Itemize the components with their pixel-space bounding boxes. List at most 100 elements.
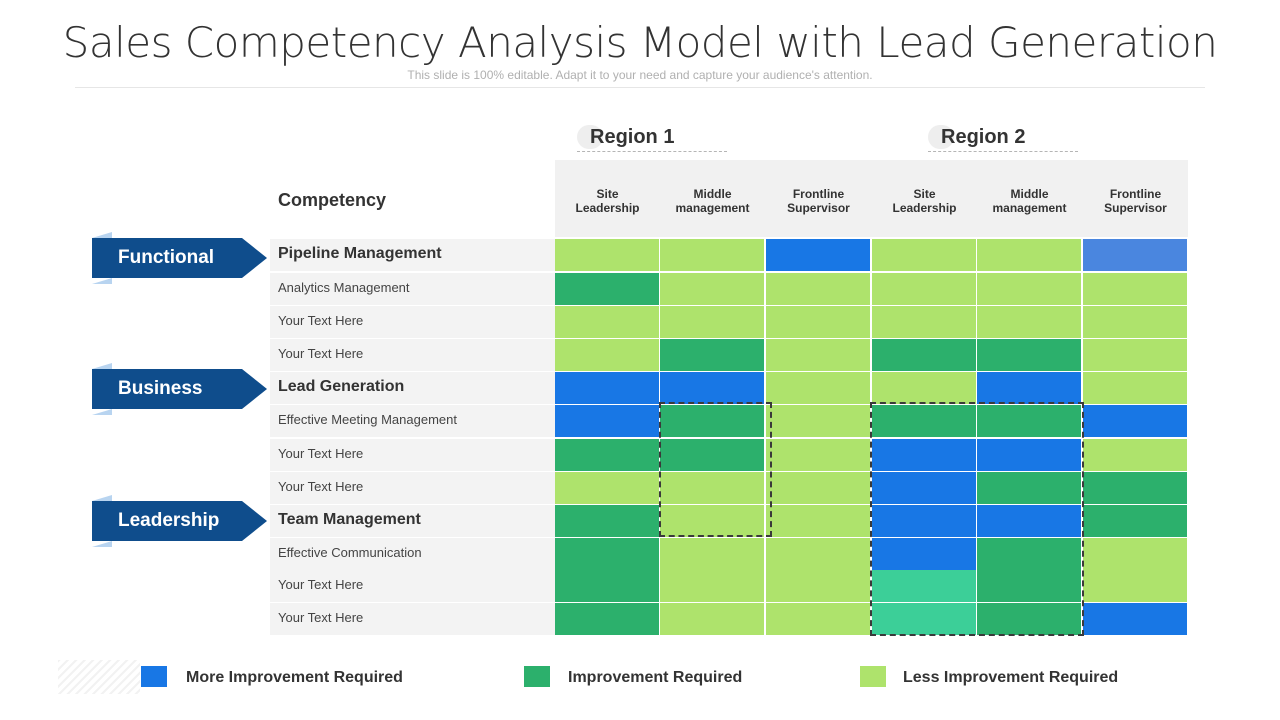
legend-label: Improvement Required [568, 669, 743, 686]
column-header-line1: Site [913, 187, 936, 201]
matrix-cell [660, 538, 764, 570]
matrix-cell [872, 306, 976, 338]
matrix-cell [977, 239, 1081, 271]
matrix-cell [872, 339, 976, 371]
matrix-cell [660, 570, 764, 602]
matrix-cell [766, 505, 870, 537]
page-subtitle: This slide is 100% editable. Adapt it to… [407, 68, 873, 82]
category-fold-bottom [92, 409, 112, 415]
category-arrow-shape [92, 238, 267, 278]
competency-row-label: Pipeline Management [270, 239, 555, 271]
matrix-cell [555, 472, 659, 504]
matrix-cell [977, 439, 1081, 471]
competency-header: Competency [278, 190, 387, 210]
competency-row-label: Your Text Here [270, 339, 555, 371]
legend-swatch [524, 666, 550, 687]
competency-label-text: Your Text Here [278, 479, 364, 494]
region-pill-shape [928, 125, 954, 149]
competency-row-label: Lead Generation [270, 372, 555, 404]
competency-label-text: Your Text Here [278, 610, 364, 625]
matrix-cell [872, 538, 976, 570]
legend-swatch [860, 666, 886, 687]
column-header-line2: Supervisor [1104, 201, 1167, 215]
matrix-cell [1083, 570, 1187, 602]
page-title: Sales Competency Analysis Model with Lea… [62, 18, 1218, 67]
matrix-cell [1083, 405, 1187, 437]
matrix-cell [555, 570, 659, 602]
column-header-line1: Frontline [1109, 187, 1162, 201]
column-header-line1: Middle [1010, 187, 1049, 201]
matrix-cell [1083, 239, 1187, 271]
matrix-cell [1083, 505, 1187, 537]
matrix-cell [1083, 472, 1187, 504]
matrix-cell [555, 439, 659, 471]
region-pill-shape [577, 125, 603, 149]
matrix-cell [977, 505, 1081, 537]
matrix-cell [977, 372, 1081, 404]
column-header-6: Frontline Supervisor [1083, 187, 1188, 215]
matrix-cell [1083, 372, 1187, 404]
region-2-underline [928, 151, 1078, 152]
column-header-line2: Leadership [892, 201, 957, 215]
matrix-cell [555, 273, 659, 305]
matrix-cell [555, 306, 659, 338]
column-header-5: Middle management [977, 187, 1082, 215]
matrix-cell [977, 405, 1081, 437]
legend-label: Less Improvement Required [903, 669, 1119, 686]
competency-row-label: Your Text Here [270, 603, 555, 635]
column-header-band [555, 160, 1188, 237]
category-label: Business [118, 378, 203, 399]
legend-label: More Improvement Required [186, 669, 403, 686]
region-2-header: Region 2 [928, 124, 1078, 152]
legend-swatch [141, 666, 167, 687]
competency-row-label: Team Management [270, 505, 555, 537]
column-header-3: Frontline Supervisor [766, 187, 871, 215]
matrix-cell [872, 603, 976, 635]
competency-row-label: Your Text Here [270, 439, 555, 471]
matrix-cell [766, 405, 870, 437]
matrix-cell [1083, 273, 1187, 305]
matrix-cell [872, 372, 976, 404]
matrix-cell [977, 603, 1081, 635]
competency-row-label: Effective Meeting Management [270, 405, 555, 437]
competency-label-text: Effective Meeting Management [278, 412, 457, 427]
matrix-cell [766, 570, 870, 602]
matrix-cell [766, 273, 870, 305]
competency-row-label: Effective Communication [270, 538, 555, 570]
category-fold-top [92, 495, 112, 501]
matrix-cell [1083, 439, 1187, 471]
column-header-2: Middle management [660, 187, 765, 215]
category-arrow-shape [92, 501, 267, 541]
column-header-line2: Supervisor [787, 201, 850, 215]
matrix-cell [872, 472, 976, 504]
matrix-cell [766, 538, 870, 570]
competency-label-text: Lead Generation [278, 378, 405, 395]
matrix-cell [766, 372, 870, 404]
category-fold-bottom [92, 278, 112, 284]
matrix-cell [660, 372, 764, 404]
category-fold-top [92, 232, 112, 238]
column-header-1: Site Leadership [555, 187, 660, 215]
matrix-cell [977, 538, 1081, 570]
region-1-header: Region 1 [577, 124, 727, 152]
matrix-cell [766, 339, 870, 371]
competency-label-text: Analytics Management [278, 280, 410, 295]
matrix-cell [555, 505, 659, 537]
matrix-cell [555, 339, 659, 371]
competency-label-text: Your Text Here [278, 446, 364, 461]
title-divider [75, 87, 1205, 88]
matrix-cell [1083, 306, 1187, 338]
matrix-cell [555, 405, 659, 437]
decorative-hatch [58, 660, 140, 694]
matrix-cell [977, 339, 1081, 371]
matrix-cell [555, 603, 659, 635]
matrix-cell [977, 306, 1081, 338]
column-header-line2: management [675, 201, 750, 215]
category-arrow-shape [92, 369, 267, 409]
matrix-cell [977, 570, 1081, 602]
matrix-cell [660, 439, 764, 471]
column-header-line2: Leadership [575, 201, 640, 215]
matrix-cell [555, 538, 659, 570]
competency-row-label: Analytics Management [270, 273, 555, 305]
region-1-underline [577, 151, 727, 152]
